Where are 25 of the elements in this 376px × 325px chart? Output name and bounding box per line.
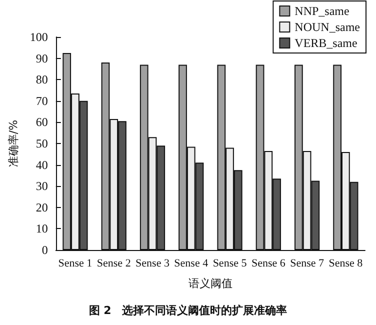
y-tick-label: 20: [36, 200, 48, 214]
x-tick-label: Sense 6: [251, 258, 286, 270]
y-tick-label: 70: [36, 94, 48, 108]
y-tick-label: 100: [30, 30, 48, 44]
y-tick-label: 60: [36, 115, 48, 130]
legend-label: NOUN_same: [294, 20, 360, 34]
x-tick-label: Sense 3: [136, 258, 170, 270]
legend-label: NNP_same: [294, 4, 350, 18]
x-tick-label: Sense 1: [58, 258, 92, 270]
x-axis-title: 语义阈值: [188, 277, 232, 290]
y-tick-label: 40: [36, 158, 48, 172]
y-tick-label: 0: [42, 243, 48, 257]
legend-label: VERB_same: [294, 36, 358, 50]
x-tick-label: Sense 5: [212, 258, 248, 270]
y-tick-label: 90: [36, 51, 48, 66]
x-tick-label: Sense 2: [96, 258, 131, 270]
y-tick-label: 50: [36, 136, 48, 150]
y-tick-label: 10: [36, 222, 48, 236]
y-tick-label: 30: [36, 179, 48, 194]
x-tick-label: Sense 7: [290, 258, 324, 270]
text: 图 2 选择不同语义阈值时的扩展准确率: [88, 304, 288, 317]
x-tick-label: Sense 4: [174, 258, 209, 270]
x-tick-label: Sense 8: [328, 258, 364, 270]
y-tick-label: 80: [36, 72, 48, 87]
y-axis-title: 准确率/%: [7, 120, 20, 168]
